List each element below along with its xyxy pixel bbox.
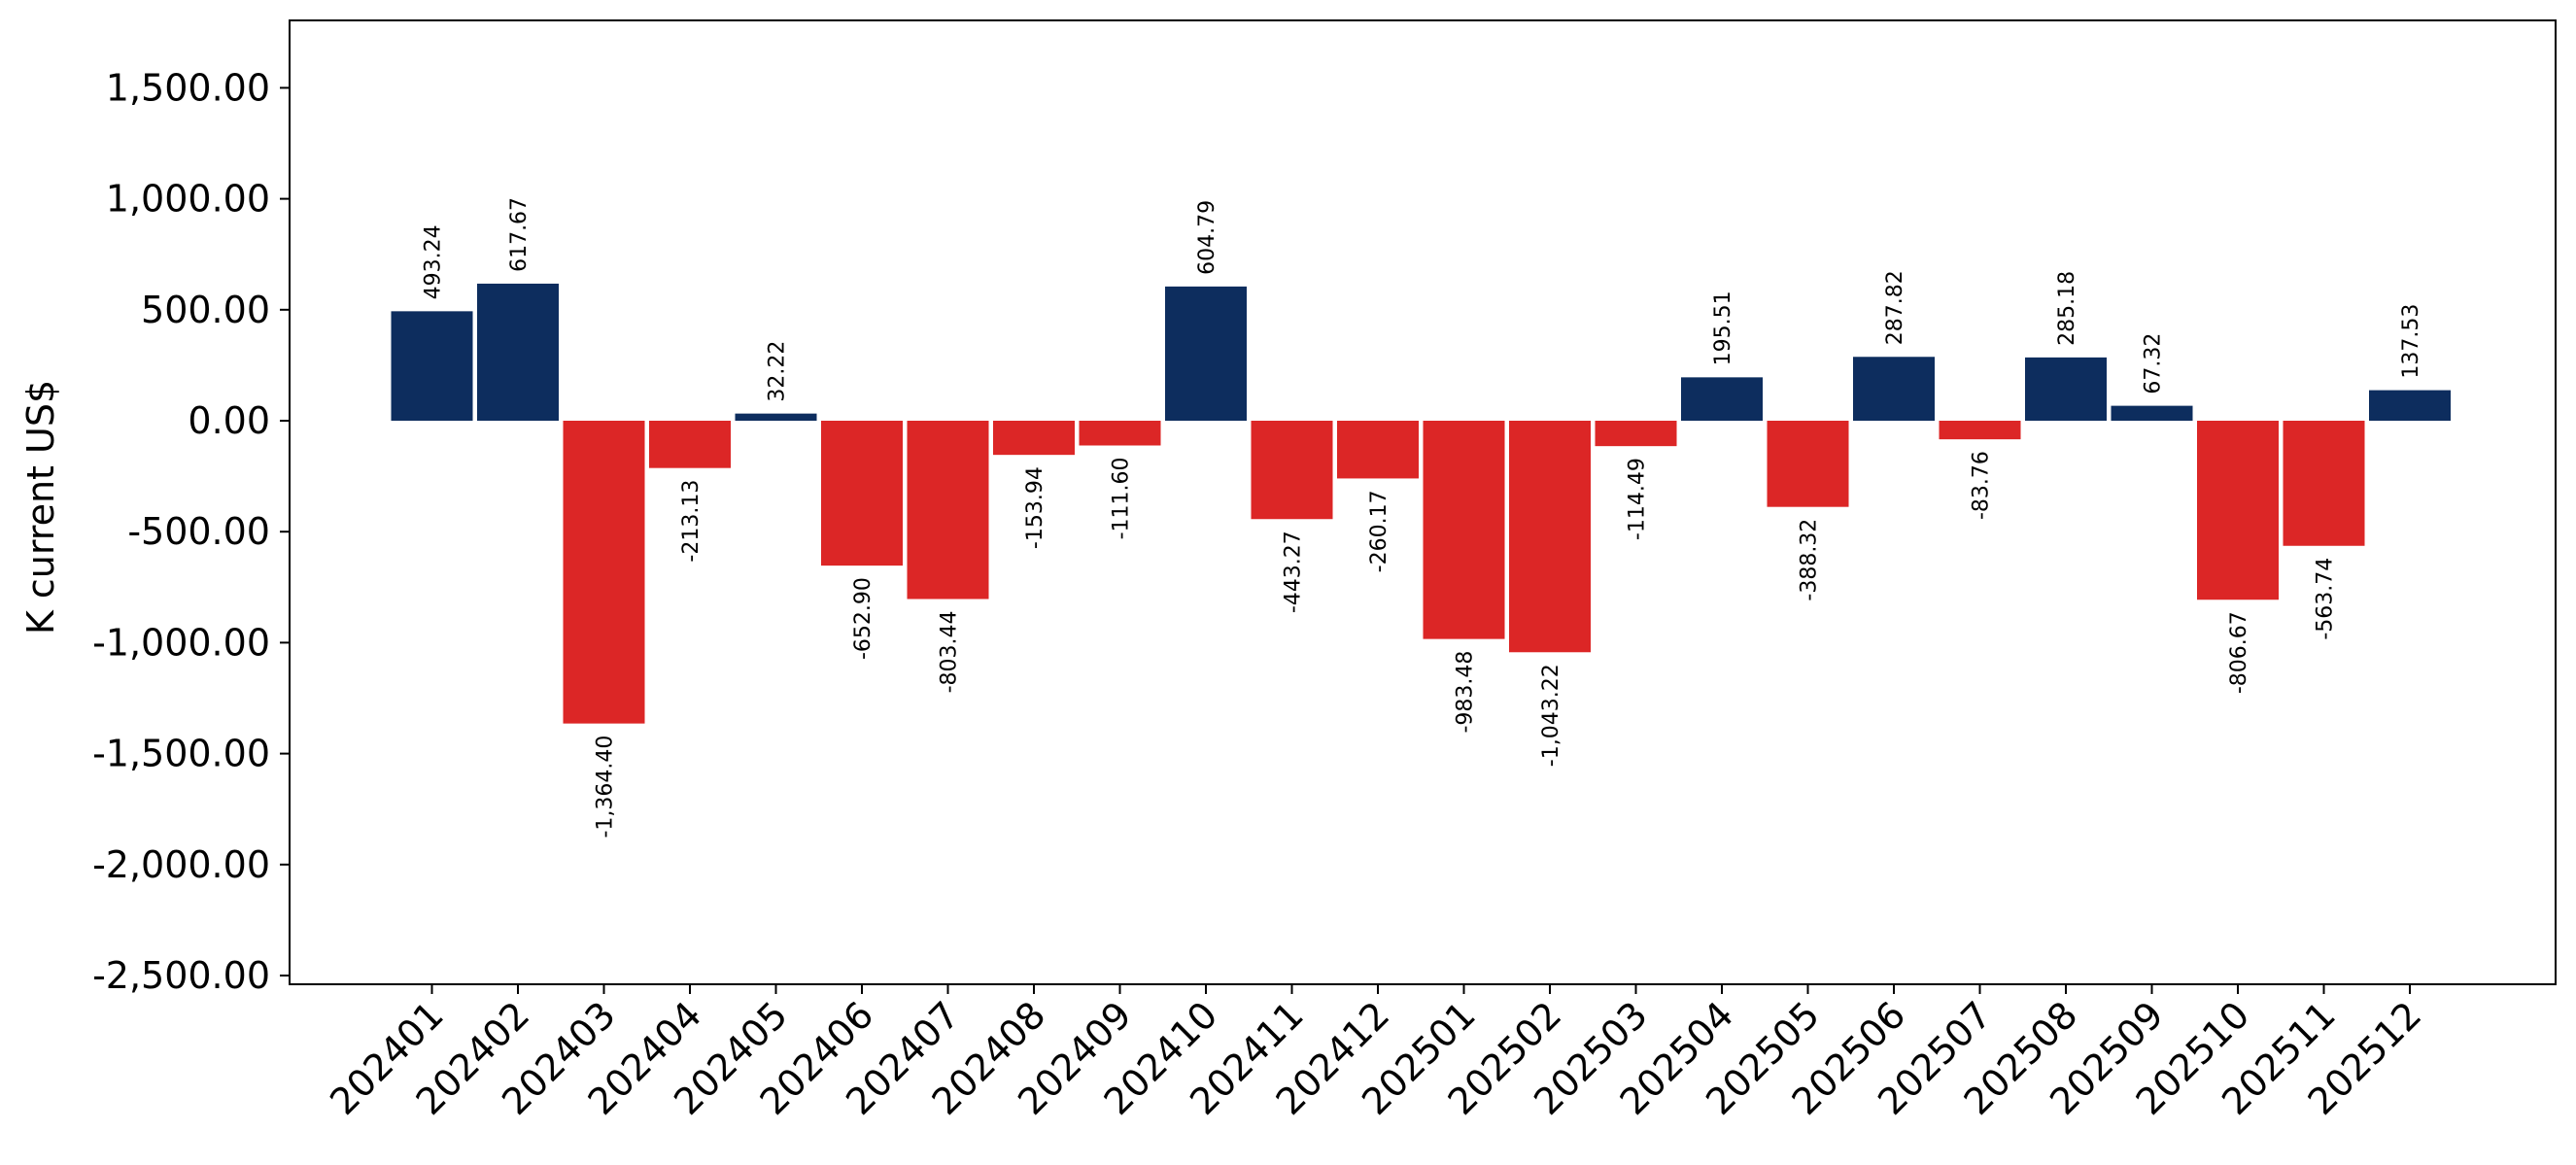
value-label-202408: -153.94 (1023, 466, 1048, 549)
value-label-202411: -443.27 (1282, 531, 1306, 613)
bar-202501 (1423, 421, 1505, 639)
value-label-202504: 195.51 (1711, 291, 1735, 365)
y-axis-title: K current US$ (19, 380, 62, 634)
bar-202512 (2369, 390, 2451, 421)
value-label-202403: -1,364.40 (594, 736, 618, 839)
bar-202510 (2197, 421, 2279, 600)
value-label-202508: 285.18 (2055, 271, 2079, 346)
value-label-202410: 604.79 (1195, 200, 1219, 275)
value-label-202405: 32.22 (766, 341, 790, 402)
bar-202407 (907, 421, 989, 600)
y-tick-label: -500.00 (127, 510, 270, 553)
value-label-202503: -114.49 (1626, 458, 1650, 540)
y-axis: 1,500.00 1,000.00 500.00 0.00 -500.00 -1,000.… (92, 66, 290, 997)
bar-202507 (1939, 421, 2021, 440)
y-tick-label: 1,000.00 (106, 178, 270, 221)
y-tick-label: -1,500.00 (92, 733, 270, 775)
value-label-202412: -260.17 (1367, 490, 1391, 572)
bars-layer (391, 283, 2451, 724)
value-labels-layer: 493.24 617.67 -1,364.40 -213.13 32.22 -652.90… (422, 197, 2424, 839)
value-label-202502: -1,043.22 (1539, 664, 1563, 767)
bar-202505 (1767, 421, 1849, 507)
value-label-202407: -803.44 (938, 611, 962, 694)
value-label-202507: -83.76 (1970, 451, 1994, 520)
value-label-202512: 137.53 (2399, 304, 2423, 379)
value-label-202505: -388.32 (1798, 519, 1822, 601)
y-tick-label: 500.00 (141, 289, 270, 331)
value-label-202404: -213.13 (679, 480, 704, 563)
value-label-202506: 287.82 (1883, 270, 1907, 345)
bar-202405 (735, 413, 817, 421)
x-axis: 2024012024022024032024042024052024062024… (322, 984, 2429, 1123)
bar-202401 (391, 311, 473, 421)
value-label-202406: -652.90 (851, 577, 876, 660)
plot-area-frame (289, 19, 2557, 985)
bar-202506 (1853, 357, 1935, 421)
value-label-202401: 493.24 (422, 224, 446, 299)
y-tick-label: 1,500.00 (106, 66, 270, 109)
bar-202502 (1509, 421, 1591, 653)
bar-202402 (477, 283, 559, 421)
bar-202504 (1681, 377, 1763, 421)
y-tick-label: -2,000.00 (92, 843, 270, 886)
bar-202403 (563, 421, 645, 724)
bar-202412 (1337, 421, 1419, 479)
bar-202408 (993, 421, 1075, 456)
value-label-202501: -983.48 (1454, 651, 1478, 734)
bar-202409 (1079, 421, 1161, 446)
value-label-202409: -111.60 (1110, 457, 1134, 539)
bar-202509 (2111, 405, 2193, 421)
value-label-202509: 67.32 (2142, 333, 2166, 394)
bar-202511 (2283, 421, 2365, 546)
y-tick-label: -1,000.00 (92, 621, 270, 664)
y-tick-label: 0.00 (188, 399, 270, 442)
y-tick-label: -2,500.00 (92, 954, 270, 997)
bar-202406 (821, 421, 903, 566)
bar-202410 (1165, 286, 1247, 421)
bar-202404 (649, 421, 731, 468)
value-label-202511: -563.74 (2314, 558, 2338, 640)
bar-202411 (1251, 421, 1333, 520)
bar-202508 (2025, 357, 2107, 421)
value-label-202402: 617.67 (507, 197, 532, 272)
value-label-202510: -806.67 (2227, 611, 2251, 694)
bar-202503 (1595, 421, 1677, 447)
